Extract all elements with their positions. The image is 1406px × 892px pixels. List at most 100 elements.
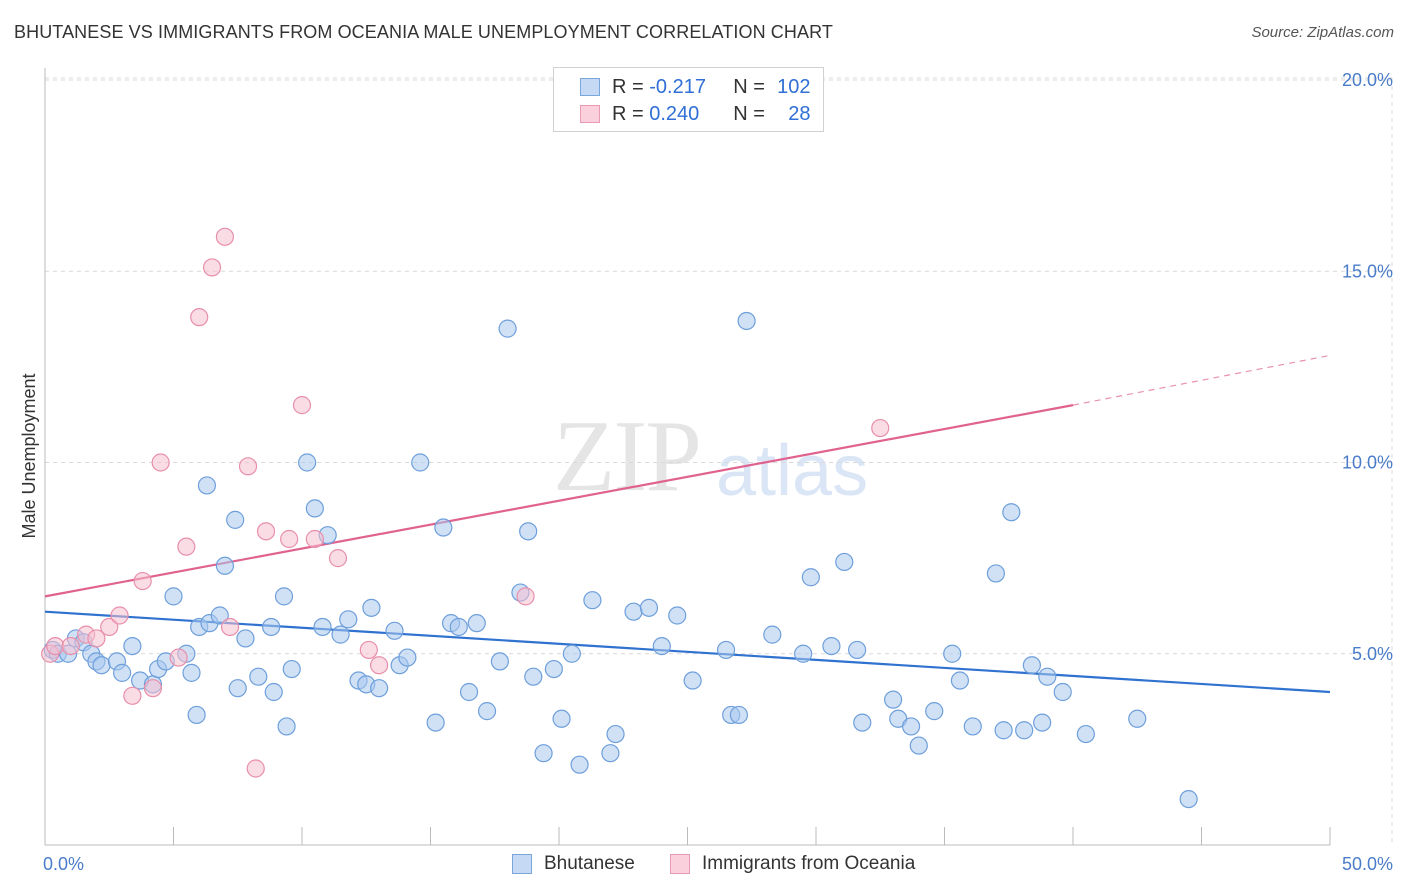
oceania-point	[238, 457, 258, 476]
bhutanese-point	[950, 671, 970, 690]
bhutanese-point	[562, 644, 581, 663]
bhutanese-point	[835, 552, 854, 572]
oceania-point	[61, 636, 80, 656]
bhutanese-point	[519, 522, 538, 541]
bhutanese-point	[925, 702, 944, 721]
bottom-legend-oceania[interactable]: Immigrants from Oceania	[670, 851, 915, 877]
oceania-point	[220, 617, 240, 637]
oceania-point	[305, 529, 324, 549]
oceania-point	[280, 529, 299, 549]
bhutanese-point	[552, 709, 571, 728]
bhutanese-point	[187, 705, 206, 725]
oceania-point	[87, 629, 106, 648]
legend-row-oceania: R = 0.240 N = 28	[554, 102, 811, 126]
oceania-point	[123, 686, 142, 705]
oceania-point	[177, 537, 196, 556]
bhutanese-point	[544, 659, 563, 679]
bhutanese-point	[226, 510, 245, 529]
bhutanese-point	[583, 591, 602, 610]
bhutanese-point	[411, 453, 430, 472]
bhutanese-point	[298, 453, 317, 472]
watermark-atlas: atlas	[716, 431, 869, 511]
bhutanese-point	[467, 614, 486, 633]
bhutanese-point	[668, 606, 687, 625]
bhutanese-point	[164, 587, 183, 606]
bhutanese-point	[459, 682, 479, 702]
oceania-point	[46, 636, 65, 656]
legend-swatch-blue	[580, 78, 600, 96]
data-points	[41, 227, 1198, 809]
bhutanese-point	[794, 644, 813, 663]
bottom-legend-label: Immigrants from Oceania	[702, 853, 916, 874]
bhutanese-point	[1076, 724, 1095, 744]
legend-swatch-pink	[580, 105, 600, 123]
oceania-point	[100, 617, 119, 637]
bhutanese-point	[282, 659, 301, 679]
legend-n-label: N =	[733, 102, 771, 125]
bhutanese-point	[848, 640, 867, 660]
bhutanese-point	[624, 602, 643, 621]
bhutanese-point	[909, 736, 928, 755]
bhutanese-point	[236, 629, 255, 648]
bottom-legend-swatch-blue	[512, 854, 532, 874]
oceania-point	[151, 453, 170, 472]
bhutanese-point	[943, 644, 962, 663]
legend-n-value: 28	[788, 102, 811, 125]
bhutanese-point	[262, 617, 281, 637]
legend-r-label: R =	[612, 75, 650, 98]
bhutanese-point	[1002, 503, 1021, 522]
bhutanese-point	[570, 755, 589, 774]
watermark-zip: ZIP	[553, 400, 702, 513]
bhutanese-point	[434, 518, 453, 537]
bhutanese-point	[228, 679, 247, 698]
legend-r-value: -0.217	[649, 75, 706, 98]
bhutanese-point	[274, 587, 294, 606]
bhutanese-point	[197, 476, 217, 495]
legend-r-value: 0.240	[649, 102, 700, 125]
bhutanese-point	[385, 621, 404, 640]
bhutanese-point	[215, 556, 234, 575]
y-tick-label: 5.0%	[1352, 644, 1393, 664]
oceania-point	[169, 648, 188, 667]
y-axis-label: Male Unemployment	[19, 373, 39, 538]
bhutanese-point	[986, 564, 1006, 583]
axes	[44, 68, 1331, 846]
oceania-point	[215, 227, 234, 246]
oceania-point	[143, 679, 163, 698]
legend-n-value: 102	[777, 75, 811, 98]
source-attribution: Source: ZipAtlas.com	[1251, 24, 1394, 41]
oceania-point	[292, 396, 312, 415]
bhutanese-point	[426, 713, 445, 732]
bhutanese-point	[652, 636, 671, 656]
bhutanese-point	[853, 713, 872, 732]
oceania-point	[110, 606, 129, 625]
oceania-point	[256, 522, 276, 541]
oceania-point	[370, 656, 389, 675]
bhutanese-point	[1128, 709, 1147, 728]
oceania-point	[359, 640, 378, 660]
y-tick-label: 20.0%	[1342, 70, 1393, 90]
bhutanese-point	[1179, 789, 1198, 809]
chart-title: BHUTANESE VS IMMIGRANTS FROM OCEANIA MAL…	[14, 22, 833, 42]
bhutanese-point	[683, 671, 702, 690]
bhutanese-point	[639, 598, 659, 617]
bottom-legend-swatch-pink	[670, 854, 690, 874]
bhutanese-point	[313, 617, 332, 637]
bhutanese-point	[370, 679, 389, 698]
bhutanese-point	[601, 744, 620, 763]
bhutanese-point	[901, 717, 921, 736]
bhutanese-point	[331, 625, 350, 644]
bhutanese-point	[1033, 713, 1052, 732]
bhutanese-point	[963, 717, 982, 736]
x-tick-label: 0.0%	[43, 854, 84, 874]
bottom-legend-bhutanese[interactable]: Bhutanese	[512, 851, 635, 877]
oceania-trend-extension	[1072, 354, 1331, 406]
legend-row-bhutanese: R = -0.217 N = 102	[554, 75, 811, 99]
bhutanese-point	[822, 636, 841, 656]
bhutanese-point	[1015, 721, 1034, 740]
bhutanese-point	[1022, 656, 1041, 675]
bottom-legend-label: Bhutanese	[544, 853, 635, 874]
bhutanese-point	[92, 656, 111, 675]
oceania-point	[202, 258, 222, 277]
